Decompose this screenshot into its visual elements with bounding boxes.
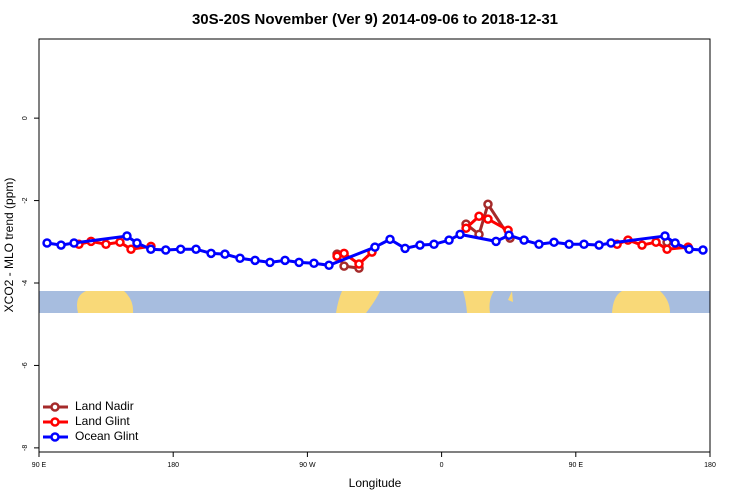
plot-frame <box>38 38 711 453</box>
legend-label: Ocean Glint <box>75 429 139 443</box>
point <box>265 257 275 268</box>
point <box>579 239 589 250</box>
y-tick-label: -2 <box>22 197 29 203</box>
point <box>122 231 132 241</box>
legend-marker <box>50 432 60 442</box>
point <box>684 244 694 254</box>
legend-marker <box>50 402 60 412</box>
x-tick-label: 90 E <box>32 462 47 469</box>
point <box>660 231 670 241</box>
point <box>491 236 501 247</box>
point <box>339 248 349 259</box>
point <box>662 244 672 254</box>
y-tick-label: -8 <box>22 445 29 451</box>
point <box>235 253 245 264</box>
point <box>42 238 52 248</box>
point <box>670 238 680 248</box>
point <box>294 257 304 268</box>
point <box>206 248 216 259</box>
point <box>56 240 66 250</box>
x-tick-label: 90 E <box>569 462 584 469</box>
x-axis-label: Longitude <box>349 476 402 490</box>
point <box>606 238 616 248</box>
point <box>339 261 349 271</box>
point <box>115 237 125 247</box>
legend-label: Land Nadir <box>75 399 134 413</box>
point <box>637 240 647 250</box>
map-strip <box>39 291 710 313</box>
point <box>160 245 171 255</box>
x-tick-label: 0 <box>440 462 444 469</box>
point <box>429 239 439 250</box>
point <box>191 244 201 254</box>
y-tick-label: -6 <box>22 362 29 368</box>
point <box>504 230 514 240</box>
point <box>461 223 471 233</box>
point <box>354 259 364 269</box>
point <box>385 234 395 245</box>
point <box>549 237 559 247</box>
chart-title: 30S-20S November (Ver 9) 2014-09-06 to 2… <box>192 11 558 28</box>
point <box>101 239 111 250</box>
y-axis-label: XCO2 - MLO trend (ppm) <box>2 178 16 313</box>
point <box>651 237 661 247</box>
point <box>474 211 484 221</box>
point <box>455 229 465 240</box>
y-tick-label: 0 <box>22 116 29 120</box>
point <box>415 240 425 250</box>
point <box>126 244 136 254</box>
point <box>250 255 260 266</box>
point <box>132 238 142 248</box>
point <box>534 239 544 250</box>
x-tick-label: 180 <box>704 462 716 469</box>
legend-label: Land Glint <box>75 414 130 428</box>
point <box>698 245 708 255</box>
x-tick-label: 180 <box>167 462 179 469</box>
legend-marker <box>50 417 60 427</box>
point <box>483 214 493 224</box>
point <box>594 240 604 250</box>
y-tick-label: -4 <box>22 280 29 286</box>
point <box>400 243 410 254</box>
point <box>309 258 319 268</box>
point <box>519 235 529 245</box>
x-tick-label: 90 W <box>299 462 316 469</box>
point <box>280 255 290 266</box>
point <box>444 235 454 245</box>
point <box>370 242 380 252</box>
point <box>483 199 493 210</box>
point <box>564 239 574 250</box>
point <box>175 244 186 254</box>
point <box>324 260 334 271</box>
point <box>220 249 230 259</box>
point <box>69 238 79 248</box>
point <box>146 244 156 254</box>
